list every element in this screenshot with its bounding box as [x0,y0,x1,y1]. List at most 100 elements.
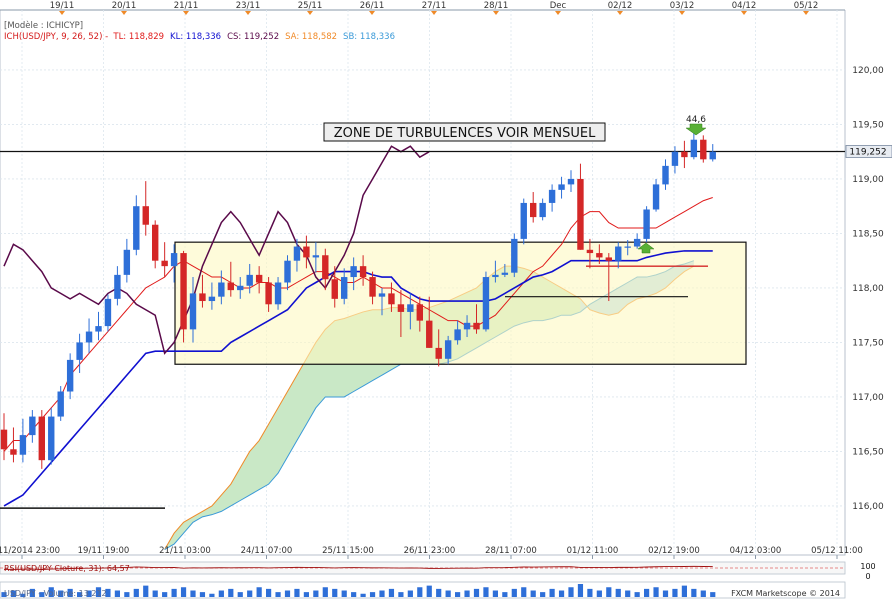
candle-body [38,416,45,461]
candle-body [359,266,367,278]
indicator-lines [3,145,713,507]
volume-bar [67,588,73,597]
price-tick-label: 118,00 [852,284,884,294]
date-marker-icon [121,11,127,15]
candle [123,238,131,283]
candle [586,238,594,269]
candle-body [681,151,688,158]
candle [38,410,45,469]
candle [66,353,74,400]
date-marker-icon [555,11,561,15]
volume-bar [105,588,111,597]
sb-value: SB: 118,336 [343,32,395,42]
candle [95,311,102,341]
candle-body [492,274,499,278]
volume-bar [58,590,64,597]
volume-bar [190,590,196,597]
top-date-label: 27/11 [422,1,447,11]
top-date-strip [0,0,892,10]
top-date-label: 02/12 [608,1,633,11]
time-tick-label: 25/11 15:00 [322,546,374,556]
candle-body [511,238,518,273]
volume-bar [426,585,432,597]
candle [539,198,546,221]
volume-bar [86,590,92,597]
volume-label: USD/JPY - Volume: 13 212 [4,589,107,598]
candle-body [577,178,584,250]
candle [671,146,679,174]
candle-body [520,202,527,239]
volume-bar [417,587,423,597]
candle [548,184,556,212]
candle-body [369,277,376,297]
price-tick-label: 117,00 [852,393,884,403]
candle-body [227,282,234,291]
volume-bar [473,588,480,597]
volume-bar [322,587,328,597]
volume-bar [360,593,366,597]
time-tick-label: 05/12 11:00 [811,546,863,556]
top-date-label: 25/11 [298,1,323,11]
candle-body [454,329,461,341]
volume-bar [48,587,54,597]
volume-bar [662,590,669,597]
rsi-min-label: 0 [865,572,870,581]
top-date-axis: 19/11 20/11 21/11 23/11 25/11 26/11 27/11 28/11… [50,1,818,15]
volume-bar [199,592,206,597]
candle-body [671,151,679,166]
candle [435,329,442,367]
date-marker-icon [307,11,313,15]
candle [133,195,140,256]
candle-body [378,293,386,297]
price-tick-label: 116,50 [852,447,884,457]
brand-label: FXCM Marketscope © 2014 [731,589,840,598]
candle [293,238,301,272]
candle [142,181,149,236]
candle-body [331,279,338,299]
time-tick-label: 24/11 07:00 [241,546,293,556]
candle [473,304,480,334]
volume-bar [445,590,451,597]
candle-body [265,282,272,305]
volume-bar [313,590,319,597]
volume-bar [275,592,281,597]
volume-bar [681,585,687,597]
volume-bar [464,590,470,597]
candle [284,255,291,291]
volume-bar [114,590,120,597]
candle [312,242,320,273]
volume-bar [625,590,631,597]
candle [624,239,631,256]
candle [690,133,698,160]
candle-body [76,342,83,360]
volume-bar [436,588,442,597]
volume-bar [634,592,640,597]
candle-body [482,277,490,330]
candle [633,233,641,249]
candle [558,176,565,199]
price-tick-label: 118,50 [852,229,884,239]
top-date-label: 20/11 [112,1,137,11]
volume-bar [341,590,347,597]
date-marker-icon [245,11,251,15]
candle-body [643,209,650,239]
candle-body [57,391,64,417]
candle [341,268,348,305]
volume-bar [615,588,621,597]
top-date-label: Dec [550,1,567,11]
time-tick-label: 26/11 23:00 [404,546,456,556]
sa-value: SA: 118,582 [285,32,337,42]
candle [454,320,461,345]
candle-body [539,202,546,218]
candle-body [388,293,395,305]
candle [114,266,121,306]
volume-bar [152,590,158,597]
date-marker-icon [369,11,375,15]
candle-body [341,277,348,299]
volume-bar [398,592,404,597]
date-marker-icon [431,11,437,15]
candle-body [29,416,36,436]
top-date-label: 21/11 [174,1,199,11]
volume-bar [247,590,253,597]
